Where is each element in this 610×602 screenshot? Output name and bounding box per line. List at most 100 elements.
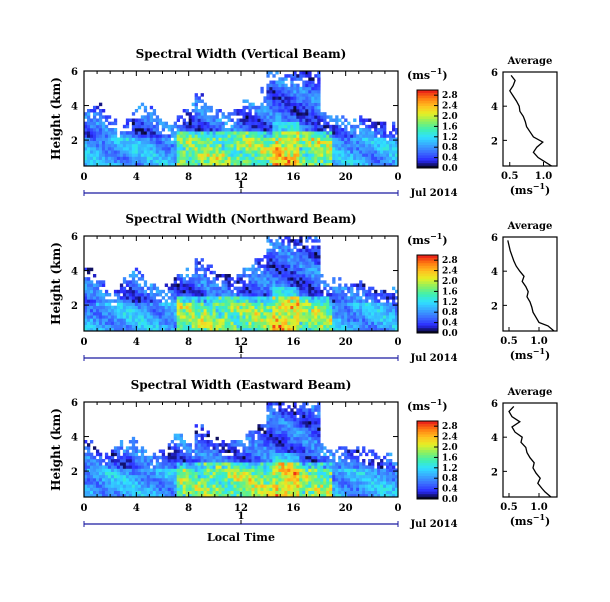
heatmap-cell — [102, 318, 105, 321]
heatmap-cell — [311, 277, 314, 280]
heatmap-cell — [222, 325, 225, 328]
heatmap-cell — [228, 472, 231, 475]
heatmap-cell — [87, 115, 90, 118]
heatmap-cell — [159, 315, 162, 318]
heatmap-cell — [183, 299, 186, 302]
heatmap-cell — [111, 472, 114, 475]
heatmap-cell — [362, 131, 365, 134]
heatmap-cell — [311, 93, 314, 96]
heatmap-cell — [144, 125, 147, 128]
heatmap-cell — [198, 434, 201, 437]
heatmap-cell — [257, 322, 260, 325]
heatmap-cell — [156, 147, 159, 150]
heatmap-cell — [228, 157, 231, 160]
heatmap-cell — [177, 293, 180, 296]
heatmap-cell — [102, 150, 105, 153]
heatmap-cell — [296, 128, 299, 131]
heatmap-cell — [183, 309, 186, 312]
heatmap-cell — [99, 150, 102, 153]
heatmap-cell — [165, 134, 168, 137]
heatmap-cell — [263, 306, 266, 309]
heatmap-cell — [93, 157, 96, 160]
heatmap-cell — [144, 134, 147, 137]
heatmap-cell — [216, 446, 219, 449]
heatmap-cell — [123, 325, 126, 328]
heatmap-cell — [195, 453, 198, 456]
heatmap-cell — [126, 462, 129, 465]
heatmap-cell — [314, 303, 317, 306]
heatmap-cell — [99, 491, 102, 494]
heatmap-cell — [180, 296, 183, 299]
heatmap-cell — [147, 299, 150, 302]
heatmap-cell — [317, 84, 320, 87]
heatmap-cell — [195, 431, 198, 434]
heatmap-cell — [317, 249, 320, 252]
heatmap-cell — [210, 290, 213, 293]
heatmap-cell — [177, 484, 180, 487]
heatmap-cell — [284, 258, 287, 261]
heatmap-cell — [105, 325, 108, 328]
heatmap-cell — [257, 459, 260, 462]
heatmap-cell — [225, 462, 228, 465]
heatmap-cell — [314, 287, 317, 290]
heatmap-cell — [174, 478, 177, 481]
heatmap-cell — [317, 160, 320, 163]
heatmap-cell — [320, 299, 323, 302]
heatmap-cell — [234, 157, 237, 160]
heatmap-cell — [174, 287, 177, 290]
heatmap-cell — [144, 469, 147, 472]
heatmap-cell — [201, 434, 204, 437]
heatmap-cell — [284, 100, 287, 103]
heatmap-cell — [204, 434, 207, 437]
heatmap-cell — [266, 268, 269, 271]
heatmap-cell — [90, 478, 93, 481]
heatmap-cell — [162, 456, 165, 459]
heatmap-cell — [132, 122, 135, 125]
heatmap-cell — [219, 315, 222, 318]
heatmap-cell — [284, 119, 287, 122]
heatmap-cell — [93, 472, 96, 475]
heatmap-cell — [144, 157, 147, 160]
heatmap-cell — [156, 478, 159, 481]
heatmap-cell — [248, 268, 251, 271]
heatmap-cell — [105, 141, 108, 144]
heatmap-cell — [183, 475, 186, 478]
heatmap-cell — [225, 296, 228, 299]
heatmap-cell — [290, 147, 293, 150]
heatmap-cell — [308, 265, 311, 268]
heatmap-cell — [171, 284, 174, 287]
heatmap-cell — [183, 150, 186, 153]
heatmap-cell — [257, 290, 260, 293]
heatmap-cell — [105, 115, 108, 118]
heatmap-cell — [189, 128, 192, 131]
heatmap-cell — [111, 322, 114, 325]
heatmap-cell — [210, 462, 213, 465]
heatmap-cell — [287, 115, 290, 118]
heatmap-cell — [308, 277, 311, 280]
heatmap-cell — [245, 456, 248, 459]
heatmap-cell — [296, 93, 299, 96]
heatmap-cell — [308, 87, 311, 90]
heatmap-cell — [317, 309, 320, 312]
heatmap-cell — [210, 128, 213, 131]
heatmap-cell — [344, 309, 347, 312]
heatmap-cell — [383, 122, 386, 125]
heatmap-cell — [266, 131, 269, 134]
heatmap-cell — [132, 290, 135, 293]
heatmap-cell — [245, 303, 248, 306]
heatmap-cell — [287, 318, 290, 321]
heatmap-cell — [278, 112, 281, 115]
colorbar-swatch — [417, 98, 438, 101]
heatmap-cell — [216, 141, 219, 144]
heatmap-cell — [269, 306, 272, 309]
heatmap-cell — [135, 293, 138, 296]
heatmap-cell — [225, 456, 228, 459]
heatmap-cell — [108, 325, 111, 328]
heatmap-cell — [356, 290, 359, 293]
heatmap-cell — [284, 252, 287, 255]
heatmap-cell — [180, 325, 183, 328]
heatmap-cell — [213, 144, 216, 147]
heatmap-cell — [344, 322, 347, 325]
heatmap-cell — [290, 315, 293, 318]
heatmap-cell — [284, 122, 287, 125]
